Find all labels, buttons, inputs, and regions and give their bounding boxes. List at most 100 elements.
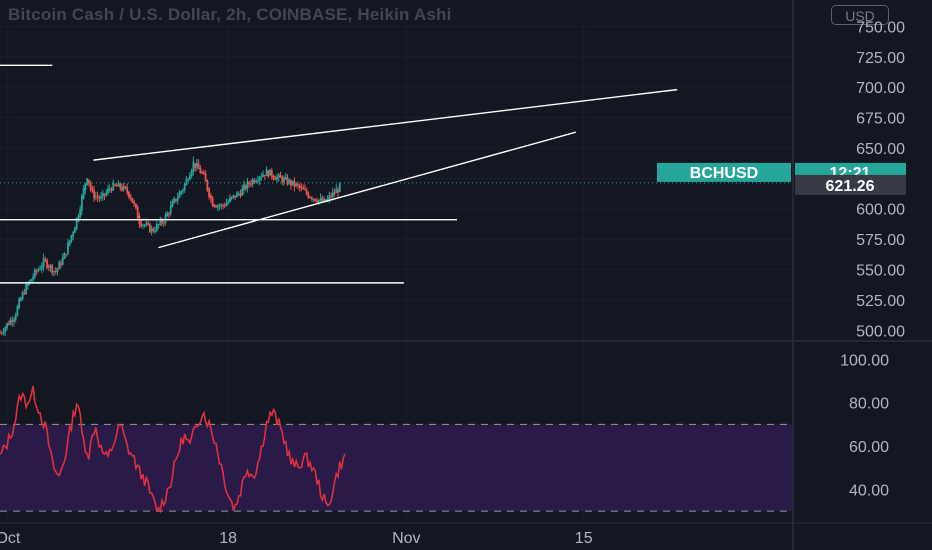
- candle: [0, 329, 1, 334]
- candle: [25, 281, 28, 295]
- candle-body: [105, 192, 108, 196]
- candle: [176, 192, 179, 205]
- candle-body: [140, 222, 143, 227]
- trendline-lower-wedge[interactable]: [158, 131, 576, 249]
- price-tick-label: 700.00: [856, 80, 905, 97]
- candle: [21, 290, 24, 301]
- candle: [211, 195, 214, 207]
- candle: [222, 203, 224, 210]
- candle-body: [54, 271, 57, 273]
- candle: [56, 267, 59, 276]
- candle: [279, 171, 282, 178]
- candle-body: [98, 197, 101, 199]
- candle-body: [239, 193, 242, 197]
- currency-selector[interactable]: USD: [831, 5, 889, 25]
- candle-body: [84, 183, 87, 191]
- candle-body: [68, 240, 71, 246]
- candle: [46, 258, 48, 270]
- candle-body: [47, 266, 50, 268]
- candle: [35, 269, 38, 276]
- candle-body: [16, 306, 19, 316]
- candle-body: [4, 327, 7, 333]
- candle: [182, 188, 184, 195]
- candle-body: [33, 269, 36, 278]
- candle-body: [283, 178, 285, 182]
- candle: [49, 263, 52, 273]
- candle-body: [124, 186, 127, 188]
- candle-body: [60, 263, 62, 265]
- candle: [307, 191, 310, 199]
- candle-body: [189, 175, 191, 180]
- candle-body: [108, 188, 111, 190]
- candle-body: [284, 177, 287, 179]
- candle: [18, 296, 21, 310]
- candle-body: [91, 188, 94, 191]
- candle: [246, 178, 249, 193]
- candle-body: [272, 175, 275, 179]
- candle: [30, 278, 33, 282]
- candle: [290, 179, 292, 190]
- candle-body: [14, 314, 17, 320]
- candle-body: [237, 193, 240, 195]
- candle-body: [279, 175, 282, 178]
- trendlines: [0, 64, 792, 284]
- candle: [80, 193, 83, 216]
- candle: [128, 190, 130, 200]
- rsi-line: [0, 385, 346, 514]
- candle: [103, 193, 106, 201]
- candle: [42, 253, 45, 272]
- trendline-upper-wedge[interactable]: [93, 88, 678, 161]
- candle: [119, 182, 122, 192]
- candle: [286, 174, 289, 186]
- price-tick-label: 750.00: [856, 19, 905, 36]
- candle: [100, 191, 102, 202]
- last-price-label: 621.26: [826, 178, 875, 195]
- candle: [295, 182, 298, 188]
- candle-body: [270, 170, 273, 177]
- candle: [74, 226, 76, 233]
- candle: [169, 200, 172, 216]
- chart-title: Bitcoin Cash / U.S. Dollar, 2h, COINBASE…: [8, 5, 452, 24]
- candle: [70, 234, 73, 244]
- price-tick-label: 525.00: [856, 293, 905, 310]
- candle-body: [225, 202, 228, 206]
- candle-body: [110, 188, 113, 191]
- candle-body: [190, 170, 193, 177]
- candle: [11, 316, 14, 327]
- candle-body: [304, 189, 306, 191]
- candle-body: [51, 265, 54, 274]
- candle-body: [162, 222, 165, 224]
- candle-body: [65, 254, 68, 256]
- candle-body: [335, 189, 338, 194]
- candle: [237, 191, 240, 197]
- candle-body: [115, 185, 118, 187]
- candle-body: [21, 291, 24, 299]
- candle-body: [263, 174, 266, 177]
- candle: [204, 170, 207, 182]
- price-tick-label: 650.00: [856, 141, 905, 158]
- candle: [236, 191, 238, 198]
- candle-body: [80, 195, 83, 211]
- candle: [243, 180, 245, 195]
- candle: [331, 187, 334, 201]
- candle-body: [260, 176, 263, 178]
- candle: [14, 312, 17, 323]
- candle: [141, 223, 144, 230]
- candle: [195, 158, 198, 171]
- candle-body: [209, 195, 212, 199]
- candle: [283, 175, 285, 186]
- candle-body: [131, 197, 134, 203]
- candle-body: [244, 185, 247, 190]
- candle: [53, 270, 55, 277]
- candle-body: [286, 177, 289, 185]
- candle-body: [67, 242, 69, 255]
- candle: [152, 227, 155, 233]
- candle: [253, 178, 256, 185]
- candle-body: [77, 215, 80, 221]
- candle-body: [215, 206, 217, 208]
- candle-body: [161, 220, 163, 224]
- candle-body: [32, 276, 35, 280]
- candle: [270, 167, 273, 180]
- candle-body: [265, 169, 268, 177]
